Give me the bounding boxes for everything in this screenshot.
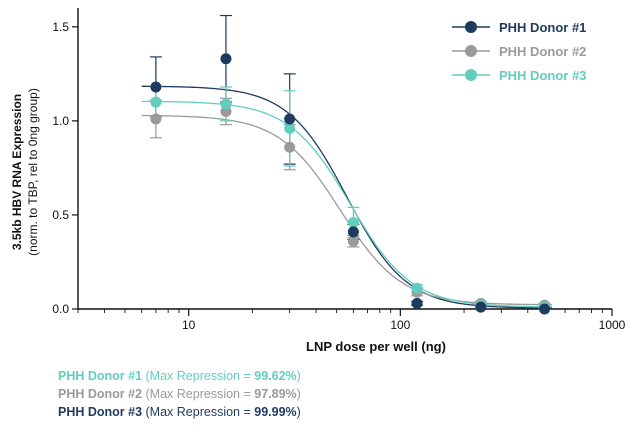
data-point <box>284 141 296 153</box>
legend-marker <box>465 21 477 33</box>
data-point <box>284 113 296 125</box>
data-point <box>347 216 359 228</box>
legend-label: PHH Donor #3 <box>499 68 586 83</box>
legend-marker <box>465 45 477 57</box>
summary-line-donor-1: PHH Donor #1 (Max Repression = 99.62%) <box>58 369 301 383</box>
summary-donor-name: PHH Donor #2 <box>58 387 143 401</box>
data-point <box>220 98 232 110</box>
summary-donor-name: PHH Donor #3 <box>58 405 143 419</box>
summary-value: 99.62% <box>254 369 297 383</box>
summary-text: (Max Repression = <box>142 405 255 419</box>
x-tick-label: 10 <box>182 318 196 332</box>
legend-marker <box>465 69 477 81</box>
y-tick-label: 1.0 <box>52 114 69 128</box>
data-point <box>411 297 423 309</box>
y-tick-label: 0.5 <box>52 208 69 222</box>
legend-label: PHH Donor #2 <box>499 44 586 59</box>
data-point <box>150 96 162 108</box>
fit-curve <box>141 114 552 306</box>
y-axis-label: 3.5kb HBV RNA Expression <box>10 94 24 250</box>
summary-close: ) <box>296 405 301 419</box>
summary-line-donor-2: PHH Donor #2 (Max Repression = 97.89%) <box>58 387 301 401</box>
data-point <box>347 226 359 238</box>
data-point <box>220 53 232 65</box>
summary-text: (Max Repression = <box>142 387 255 401</box>
x-tick-label: 1000 <box>599 318 626 332</box>
summary-text: (Max Repression = <box>142 369 255 383</box>
data-point <box>539 303 551 315</box>
summary-donor-name: PHH Donor #1 <box>58 369 143 383</box>
data-point <box>347 235 359 247</box>
summary-close: ) <box>296 387 301 401</box>
summary-line-donor-3: PHH Donor #3 (Max Repression = 99.99%) <box>58 405 301 419</box>
y-tick-label: 1.5 <box>52 20 69 34</box>
y-tick-label: 0.0 <box>52 302 69 316</box>
summary-value: 97.89% <box>254 387 297 401</box>
y-axis-sublabel: (norm. to TBP, rel to 0ng group) <box>26 88 40 256</box>
data-point <box>411 282 423 294</box>
x-tick-label: 100 <box>390 318 410 332</box>
data-point <box>150 81 162 93</box>
data-points <box>150 53 551 315</box>
data-point <box>475 301 487 313</box>
fit-curve <box>141 100 552 308</box>
legend: PHH Donor #1 PHH Donor #2 PHH Donor #3 <box>452 20 586 83</box>
data-point <box>284 122 296 134</box>
x-axis-label: LNP dose per well (ng) <box>306 339 446 354</box>
fit-curves <box>141 85 552 309</box>
error-bars <box>149 14 551 310</box>
summary-close: ) <box>296 369 301 383</box>
summary-value: 99.99% <box>254 405 297 419</box>
legend-label: PHH Donor #1 <box>499 20 586 35</box>
axes: 0.0 0.5 1.0 1.5 10 100 1000 <box>52 8 626 332</box>
data-point <box>150 113 162 125</box>
data-point <box>220 105 232 117</box>
